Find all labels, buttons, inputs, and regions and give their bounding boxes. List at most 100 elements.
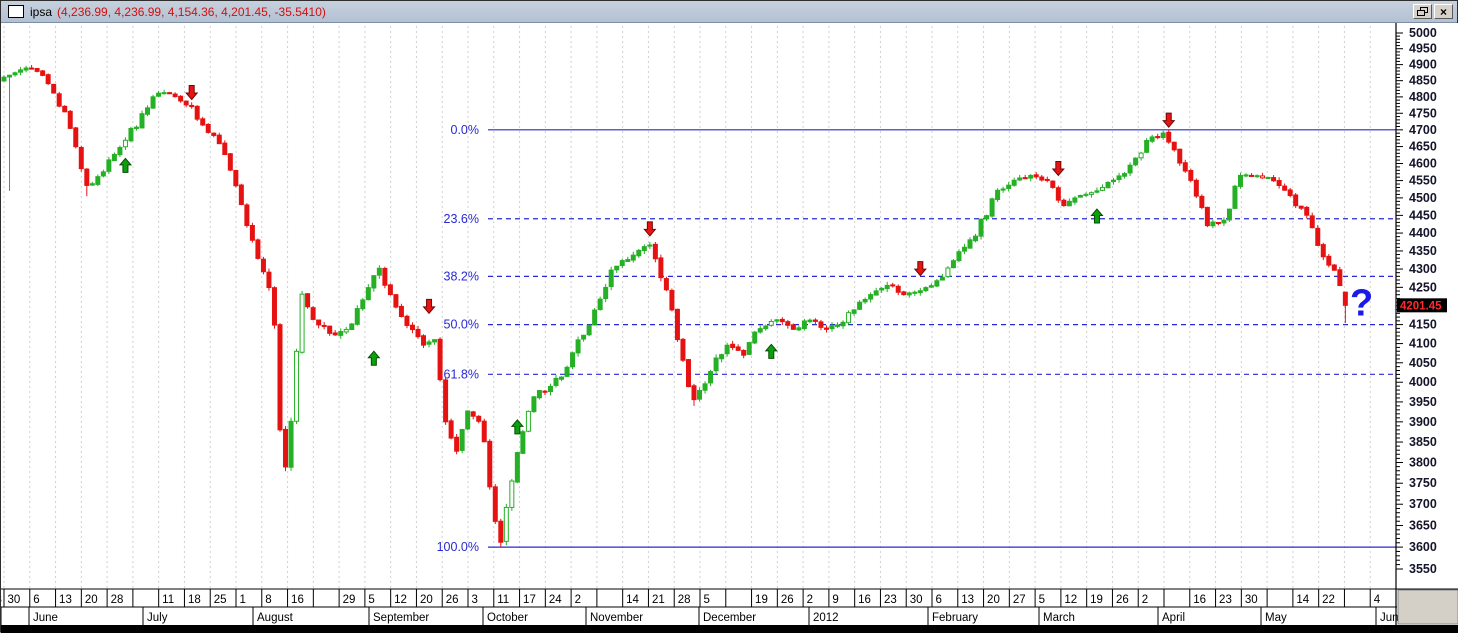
- svg-text:May: May: [1265, 612, 1287, 624]
- restore-button[interactable]: [1413, 4, 1432, 19]
- svg-text:6: 6: [33, 594, 39, 606]
- svg-text:16: 16: [1193, 594, 1206, 606]
- svg-text:61.8%: 61.8%: [444, 367, 479, 381]
- svg-text:4350: 4350: [1409, 244, 1437, 258]
- svg-text:24: 24: [549, 594, 562, 606]
- svg-text:December: December: [703, 612, 756, 624]
- svg-text:5: 5: [1039, 594, 1045, 606]
- svg-text:4250: 4250: [1409, 280, 1437, 294]
- svg-text:September: September: [373, 612, 429, 624]
- svg-text:3800: 3800: [1409, 455, 1437, 469]
- svg-text:2: 2: [575, 594, 581, 606]
- svg-text:27: 27: [1013, 594, 1026, 606]
- svg-text:14: 14: [626, 594, 639, 606]
- svg-text:50.0%: 50.0%: [444, 318, 479, 332]
- window-system-icon[interactable]: [8, 5, 24, 18]
- svg-text:3850: 3850: [1409, 435, 1437, 449]
- title-bar[interactable]: ipsa (4,236.99, 4,236.99, 4,154.36, 4,20…: [1, 1, 1457, 23]
- svg-text:Jun: Jun: [1380, 612, 1399, 624]
- candlestick-series: [1, 64, 1348, 548]
- svg-text:2: 2: [807, 594, 813, 606]
- svg-text:9: 9: [832, 594, 838, 606]
- svg-text:4750: 4750: [1409, 106, 1437, 120]
- svg-text:18: 18: [188, 594, 201, 606]
- svg-text:30: 30: [8, 594, 21, 606]
- svg-text:20: 20: [420, 594, 433, 606]
- svg-text:12: 12: [1064, 594, 1077, 606]
- svg-text:3: 3: [472, 594, 478, 606]
- svg-text:21: 21: [652, 594, 665, 606]
- svg-text:6: 6: [936, 594, 942, 606]
- last-price-marker: 4201.45: [1397, 298, 1447, 313]
- svg-text:August: August: [257, 612, 294, 624]
- svg-text:17: 17: [523, 594, 536, 606]
- svg-text:16: 16: [858, 594, 871, 606]
- svg-text:5: 5: [704, 594, 710, 606]
- svg-text:4500: 4500: [1409, 191, 1437, 205]
- svg-text:4100: 4100: [1409, 337, 1437, 351]
- svg-text:4000: 4000: [1409, 375, 1437, 389]
- svg-text:4900: 4900: [1409, 58, 1437, 72]
- svg-text:4050: 4050: [1409, 356, 1437, 370]
- svg-text:22: 22: [1322, 594, 1335, 606]
- svg-text:5: 5: [368, 594, 374, 606]
- svg-text:11: 11: [162, 594, 174, 606]
- svg-text:?: ?: [1350, 282, 1373, 324]
- svg-text:26: 26: [781, 594, 794, 606]
- svg-text:13: 13: [961, 594, 974, 606]
- svg-text:4850: 4850: [1409, 74, 1437, 88]
- svg-text:19: 19: [1090, 594, 1103, 606]
- svg-text:14: 14: [1296, 594, 1309, 606]
- svg-text:4450: 4450: [1409, 208, 1437, 222]
- svg-text:38.2%: 38.2%: [444, 269, 479, 283]
- svg-text:2: 2: [1142, 594, 1148, 606]
- svg-text:19: 19: [755, 594, 768, 606]
- svg-text:13: 13: [59, 594, 72, 606]
- svg-text:16: 16: [291, 594, 304, 606]
- window-title-quote: (4,236.99, 4,236.99, 4,154.36, 4,201.45,…: [57, 4, 326, 19]
- svg-text:4600: 4600: [1409, 156, 1437, 170]
- date-axis: 30 6 13 20 28 11 18 25 1 8 16 29 5 12 20 26 3 11 17 24 2 14 21…: [1, 588, 1458, 633]
- svg-text:February: February: [932, 612, 978, 624]
- svg-text:4400: 4400: [1409, 226, 1437, 240]
- svg-text:11: 11: [497, 594, 509, 606]
- svg-text:3950: 3950: [1409, 395, 1437, 409]
- svg-text:100.0%: 100.0%: [437, 540, 479, 554]
- close-button[interactable]: ×: [1434, 4, 1453, 19]
- signal-arrows: [118, 84, 1176, 435]
- svg-text:3650: 3650: [1409, 519, 1437, 533]
- svg-text:3750: 3750: [1409, 476, 1437, 490]
- svg-text:28: 28: [111, 594, 124, 606]
- svg-text:4800: 4800: [1409, 90, 1437, 104]
- svg-text:3: 3: [1, 594, 2, 606]
- svg-text:23.6%: 23.6%: [444, 212, 479, 226]
- svg-text:4550: 4550: [1409, 174, 1437, 188]
- svg-text:April: April: [1162, 612, 1185, 624]
- svg-text:4650: 4650: [1409, 140, 1437, 154]
- svg-text:2012: 2012: [813, 612, 839, 624]
- svg-text:3700: 3700: [1409, 497, 1437, 511]
- svg-text:0.0%: 0.0%: [451, 123, 480, 137]
- weekly-gridlines: [3, 26, 1371, 589]
- svg-text:26: 26: [446, 594, 459, 606]
- svg-text:1: 1: [240, 594, 246, 606]
- svg-text:20: 20: [85, 594, 98, 606]
- svg-text:28: 28: [678, 594, 691, 606]
- svg-text:4201.45: 4201.45: [1400, 300, 1442, 312]
- svg-text:3900: 3900: [1409, 415, 1437, 429]
- svg-text:3600: 3600: [1409, 540, 1437, 554]
- svg-text:4950: 4950: [1409, 42, 1437, 56]
- svg-text:4300: 4300: [1409, 262, 1437, 276]
- chart-canvas[interactable]: 0.0% 23.6% 38.2% 50.0% 61.8% 100.0% ? 5000 495…: [1, 23, 1458, 633]
- svg-text:20: 20: [987, 594, 1000, 606]
- question-mark-annotation: ?: [1350, 282, 1373, 324]
- svg-text:4150: 4150: [1409, 318, 1437, 332]
- svg-text:12: 12: [394, 594, 407, 606]
- svg-text:4700: 4700: [1409, 123, 1437, 137]
- svg-text:5000: 5000: [1409, 26, 1437, 40]
- svg-text:October: October: [487, 612, 528, 624]
- svg-text:8: 8: [265, 594, 271, 606]
- svg-text:23: 23: [884, 594, 897, 606]
- fibonacci-retracement: 0.0% 23.6% 38.2% 50.0% 61.8% 100.0%: [437, 123, 1396, 554]
